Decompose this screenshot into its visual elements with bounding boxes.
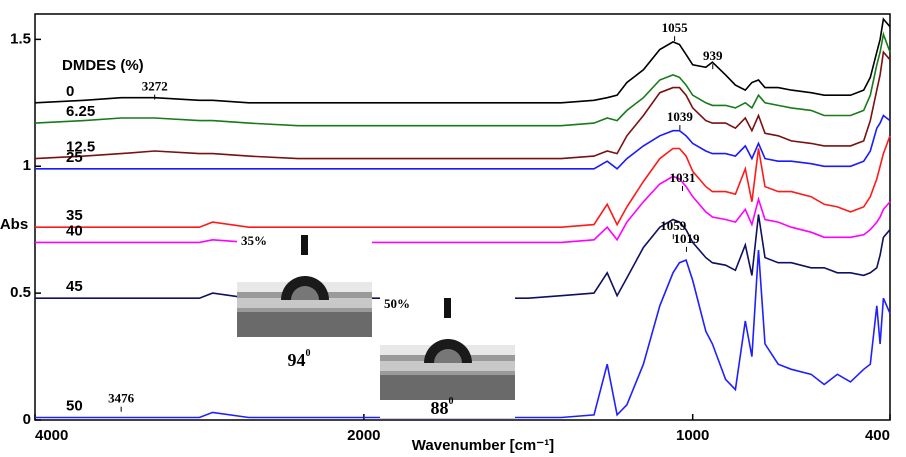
contact-angle-inset: 50% 880 bbox=[380, 293, 515, 418]
legend-title: DMDES (%) bbox=[62, 57, 144, 74]
y-axis-label: Abs bbox=[0, 216, 28, 233]
photo-surface bbox=[380, 361, 515, 371]
y-tick-label: 1.5 bbox=[10, 30, 31, 47]
series-label: 45 bbox=[66, 278, 83, 295]
droplet-highlight bbox=[291, 286, 319, 300]
plot-frame bbox=[34, 13, 891, 421]
peak-annotation: 3476 bbox=[108, 391, 135, 406]
x-tick-label: 400 bbox=[865, 427, 890, 444]
spectrum-line bbox=[35, 135, 891, 228]
spectrum-line bbox=[34, 31, 891, 127]
needle bbox=[444, 298, 451, 318]
peak-annotation: 1019 bbox=[673, 231, 700, 246]
needle bbox=[301, 235, 308, 255]
contact-angle: 940 bbox=[288, 348, 311, 370]
series-label: 50 bbox=[66, 397, 83, 414]
spectrum-line bbox=[35, 249, 891, 419]
inset-label: 50% bbox=[384, 296, 410, 311]
peak-annotation: 1055 bbox=[662, 20, 689, 35]
y-tick-label: 1 bbox=[23, 157, 31, 174]
series-label: 35 bbox=[66, 207, 83, 224]
peak-annotation: 1059 bbox=[660, 218, 687, 233]
angle-unit: 0 bbox=[306, 348, 311, 359]
y-tick-label: 0 bbox=[23, 411, 31, 428]
x-tick-label: 4000 bbox=[35, 427, 68, 444]
y-tick-label: 0.5 bbox=[10, 284, 31, 301]
x-tick-label: 2000 bbox=[347, 427, 380, 444]
peak-annotation: 1031 bbox=[669, 170, 695, 185]
series-label: 6.25 bbox=[66, 103, 95, 120]
angle-value: 94 bbox=[288, 350, 306, 370]
spectrum-line bbox=[34, 50, 891, 160]
photo-substrate bbox=[237, 312, 372, 337]
series-label: 25 bbox=[66, 149, 83, 166]
angle-unit: 0 bbox=[449, 396, 454, 407]
peak-annotation: 3272 bbox=[142, 79, 168, 94]
x-axis-label: Wavenumber [cm⁻¹] bbox=[412, 437, 554, 454]
photo-substrate bbox=[380, 375, 515, 400]
peak-annotation: 1039 bbox=[667, 109, 694, 124]
spectrum-line bbox=[34, 17, 891, 104]
photo-surface bbox=[237, 298, 372, 308]
angle-value: 88 bbox=[431, 398, 449, 418]
contact-angle: 880 bbox=[431, 396, 454, 418]
droplet-highlight bbox=[434, 349, 462, 363]
series-label: 40 bbox=[66, 222, 83, 239]
spectrum-line bbox=[35, 114, 891, 170]
x-tick-label: 1000 bbox=[676, 427, 709, 444]
inset-label: 35% bbox=[241, 233, 267, 248]
peak-annotation: 939 bbox=[703, 48, 723, 63]
series-label: 0 bbox=[66, 83, 74, 100]
contact-angle-inset: 35% 940 bbox=[237, 230, 372, 370]
series-label: 12.5 bbox=[66, 139, 95, 156]
